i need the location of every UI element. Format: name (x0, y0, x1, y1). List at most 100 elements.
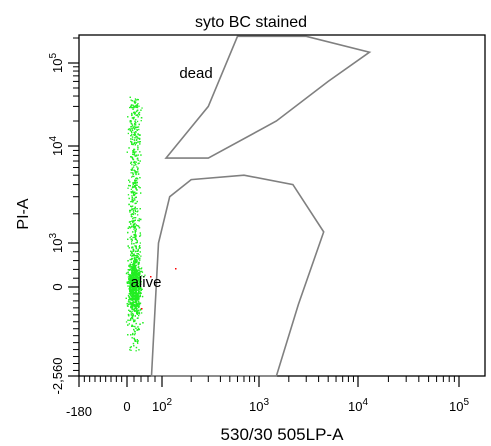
data-point (136, 105, 138, 107)
data-point (132, 129, 134, 131)
data-point (139, 280, 141, 282)
data-point (130, 349, 132, 351)
data-point (135, 161, 137, 163)
data-point (133, 293, 136, 295)
data-point (137, 269, 139, 271)
data-point (132, 192, 135, 195)
data-point (128, 296, 130, 299)
x-tick-label: 102 (152, 397, 172, 414)
data-point (131, 271, 133, 273)
data-point (133, 262, 136, 264)
data-point (127, 271, 129, 273)
data-point (130, 213, 132, 216)
data-point (135, 305, 138, 307)
data-point (132, 273, 135, 275)
data-point (135, 322, 137, 325)
data-point (130, 281, 133, 283)
data-point (138, 269, 140, 271)
data-point (129, 264, 132, 266)
data-point (137, 293, 139, 296)
data-point (137, 137, 139, 139)
data-point (135, 99, 137, 101)
data-point (136, 256, 138, 258)
data-point (136, 278, 138, 280)
data-point (136, 250, 139, 252)
data-point (133, 154, 135, 156)
data-point (134, 127, 136, 129)
data-point (130, 138, 132, 140)
data-point (135, 273, 137, 275)
data-point (136, 211, 138, 213)
data-point (135, 297, 137, 299)
data-point (141, 107, 143, 109)
data-point (136, 293, 139, 295)
data-point (128, 278, 130, 280)
data-point (137, 285, 139, 287)
data-point (128, 299, 130, 301)
data-point (129, 211, 131, 213)
data-point (130, 293, 133, 295)
data-point (136, 129, 138, 131)
data-point (132, 151, 134, 153)
data-point (140, 109, 142, 111)
data-point (131, 176, 133, 178)
data-point (136, 284, 139, 286)
data-point (130, 140, 132, 143)
data-point (136, 271, 138, 273)
data-point (136, 258, 138, 260)
data-point (132, 213, 134, 216)
data-point (127, 245, 129, 247)
data-point (137, 298, 139, 300)
data-point (134, 232, 136, 234)
data-point (132, 208, 134, 210)
data-point (138, 302, 140, 304)
data-point (132, 248, 134, 250)
data-point (137, 272, 140, 274)
data-point (135, 294, 138, 296)
data-point (134, 273, 136, 275)
data-point (138, 301, 140, 303)
data-point (130, 162, 132, 164)
data-point (132, 236, 134, 239)
data-point (136, 270, 138, 272)
data-point (135, 327, 137, 329)
data-point (129, 106, 131, 109)
data-point (129, 263, 131, 265)
data-point (137, 248, 139, 250)
data-point (134, 295, 136, 297)
data-point (130, 295, 132, 297)
data-point (131, 243, 133, 245)
data-point (132, 210, 134, 212)
data-point (137, 225, 139, 227)
data-point (139, 276, 141, 279)
data-point (133, 223, 135, 226)
data-point (131, 208, 133, 210)
data-point (128, 301, 130, 303)
data-point (131, 267, 134, 269)
x-axis-label: 530/30 505LP-A (221, 425, 345, 444)
data-point (131, 167, 134, 169)
data-point (134, 271, 137, 273)
data-point (131, 124, 134, 126)
data-point (131, 279, 133, 282)
data-point (134, 134, 136, 136)
data-point (137, 167, 139, 169)
data-point (136, 208, 138, 210)
data-point (132, 263, 135, 266)
data-point (139, 235, 141, 237)
data-point (131, 239, 133, 241)
data-point (134, 267, 136, 269)
data-point (131, 157, 133, 159)
data-point (131, 281, 134, 284)
data-point (137, 219, 139, 222)
data-point (137, 277, 139, 280)
data-point (134, 288, 136, 291)
data-point (134, 172, 136, 174)
data-point (136, 273, 138, 275)
data-point (128, 288, 130, 290)
data-point (129, 292, 132, 295)
data-point (135, 224, 137, 226)
data-point (140, 268, 142, 270)
data-point (130, 306, 132, 308)
data-point (134, 250, 137, 253)
